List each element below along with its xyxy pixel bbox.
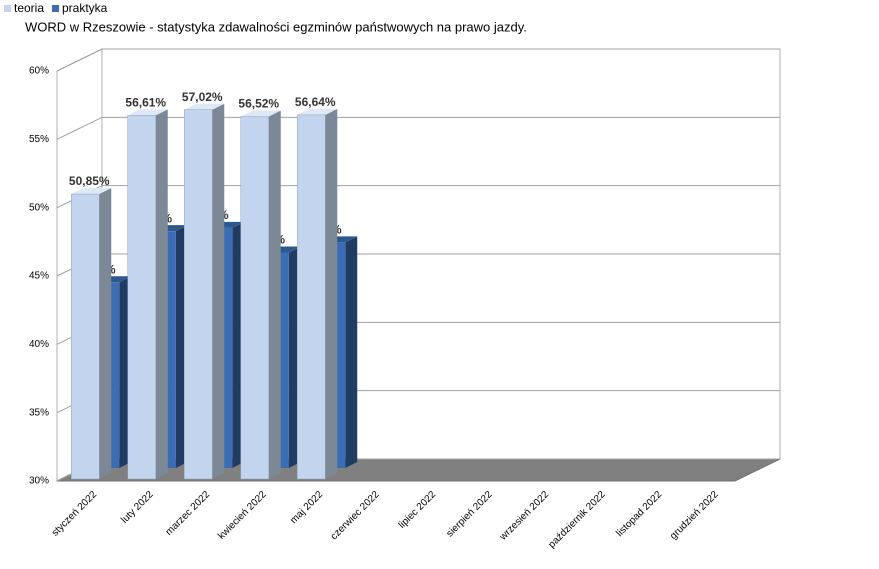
bar-top [297, 108, 338, 115]
value-label: 56,61% [125, 96, 166, 110]
y-tick-label: 35% [29, 407, 49, 418]
y-tick-label: 50% [29, 202, 49, 213]
legend-swatch [4, 5, 11, 12]
bar-top [184, 103, 225, 110]
y-tick-label: 45% [29, 271, 49, 282]
bar-top [127, 109, 168, 116]
y-tick-label: 60% [29, 66, 49, 77]
value-label: 50,85% [69, 174, 110, 188]
bar-top [240, 110, 281, 117]
x-tick-label: marzec 2022 [164, 489, 213, 538]
grid-line [56, 116, 780, 140]
x-tick-label: sierpień 2022 [445, 489, 496, 540]
bar [71, 193, 100, 480]
legend-label: teoria [14, 1, 44, 15]
x-tick-label: styczeń 2022 [50, 489, 100, 539]
x-tick-label: czerwiec 2022 [329, 489, 382, 542]
y-tick-label: 30% [29, 476, 49, 487]
x-tick-label: wrzesień 2022 [497, 489, 551, 543]
bar [184, 109, 213, 480]
bar-top [71, 188, 112, 195]
bar-side [99, 188, 112, 480]
x-tick-label: grudzień 2022 [668, 489, 721, 542]
x-tick-label: listopad 2022 [614, 489, 664, 539]
value-label: 57,02% [182, 90, 223, 104]
bar [240, 116, 269, 480]
y-tick-label: 55% [29, 134, 49, 145]
x-tick-label: kwiecień 2022 [216, 489, 269, 542]
bar-side [268, 110, 281, 479]
x-tick-label: maj 2022 [288, 489, 325, 526]
value-label: 56,52% [238, 97, 279, 111]
value-label: 56,64% [295, 95, 336, 109]
bar [297, 114, 326, 480]
bar-side [325, 108, 338, 480]
legend-swatch [52, 5, 59, 12]
chart-title: WORD w Rzeszowie - statystyka zdawalnośc… [25, 19, 527, 34]
legend-label: praktyka [62, 1, 108, 15]
x-tick-label: lipiec 2022 [397, 489, 439, 531]
bar [127, 115, 156, 480]
grid-line [56, 48, 780, 72]
bar-side [345, 236, 358, 468]
x-tick-label: październik 2022 [546, 489, 608, 551]
y-tick-label: 40% [29, 339, 49, 350]
bar-side [155, 109, 168, 479]
bar-side [212, 103, 225, 479]
x-tick-label: luty 2022 [119, 489, 156, 526]
